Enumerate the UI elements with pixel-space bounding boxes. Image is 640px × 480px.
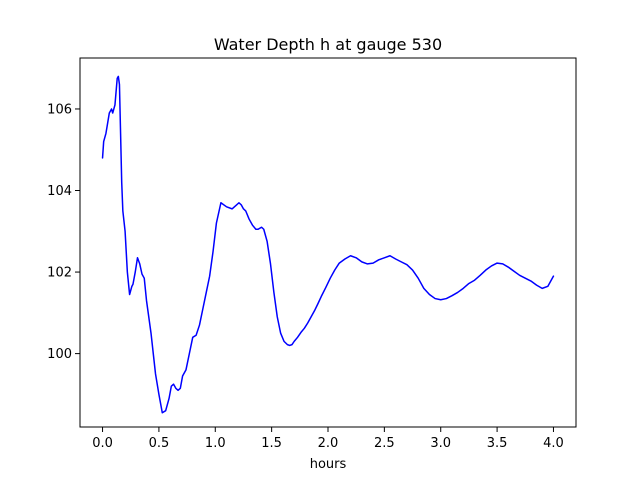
x-tick-label: 3.0	[430, 436, 451, 451]
x-tick-label: 0.0	[92, 436, 113, 451]
x-tick-label: 1.5	[261, 436, 282, 451]
series-line	[101, 75, 555, 414]
x-tick-label: 4.0	[543, 436, 564, 451]
x-tick-label: 2.5	[374, 436, 395, 451]
x-tick-label: 1.0	[205, 436, 226, 451]
plot-frame	[79, 57, 577, 428]
series-layer	[101, 75, 555, 414]
y-axis: 100 102 104 106	[47, 102, 80, 362]
x-tick-label: 3.5	[487, 436, 508, 451]
x-tick-label: 0.5	[149, 436, 170, 451]
chart-title: Water Depth h at gauge 530	[214, 35, 442, 54]
y-tick-label: 104	[47, 184, 72, 199]
y-tick-label: 102	[47, 266, 72, 281]
x-axis-label: hours	[310, 457, 347, 472]
x-axis: 0.0 0.5 1.0 1.5 2.0 2.5 3.0 3.5 4.0	[92, 427, 564, 451]
x-tick-label: 2.0	[318, 436, 339, 451]
y-tick-label: 100	[47, 347, 72, 362]
y-tick-label: 106	[47, 102, 72, 117]
